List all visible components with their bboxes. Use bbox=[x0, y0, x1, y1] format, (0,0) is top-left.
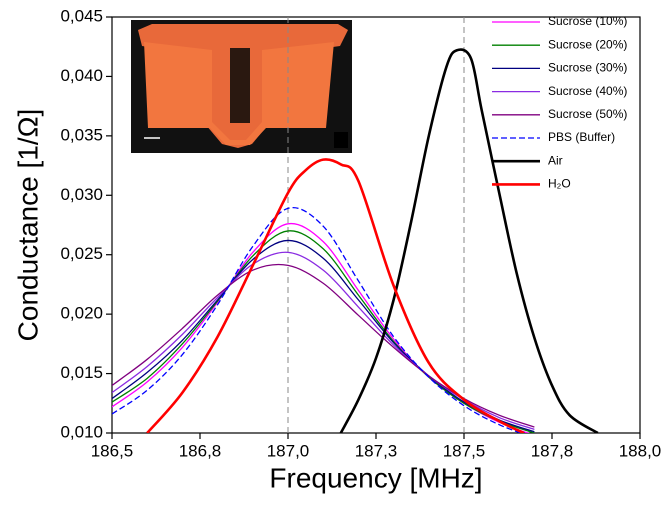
y-tick-label: 0,045 bbox=[60, 6, 103, 25]
y-tick-label: 0,025 bbox=[60, 244, 103, 263]
series-line bbox=[339, 48, 599, 433]
x-tick-label: 186,5 bbox=[91, 441, 134, 460]
x-axis-label: Frequency [MHz] bbox=[269, 462, 482, 493]
y-tick-label: 0,020 bbox=[60, 304, 103, 323]
series-group bbox=[112, 207, 523, 433]
legend-label: Air bbox=[548, 153, 563, 167]
x-tick-label: 186,8 bbox=[179, 441, 222, 460]
series-group bbox=[146, 158, 525, 433]
x-tick-label: 188,0 bbox=[619, 441, 662, 460]
series-group bbox=[112, 230, 535, 433]
series-line bbox=[112, 239, 535, 433]
series-line bbox=[112, 230, 535, 433]
x-tick-label: 187,0 bbox=[267, 441, 310, 460]
y-tick-label: 0,035 bbox=[60, 125, 103, 144]
inset-plate bbox=[144, 42, 334, 145]
series-line bbox=[112, 207, 523, 433]
y-tick-label: 0,010 bbox=[60, 422, 103, 441]
inset-photo bbox=[131, 20, 352, 153]
legend-label: PBS (Buffer) bbox=[548, 130, 615, 144]
series-group bbox=[339, 48, 599, 433]
series-group bbox=[112, 239, 535, 433]
series-line bbox=[146, 158, 525, 433]
legend-label: H₂O bbox=[548, 177, 571, 191]
legend-label: Sucrose (20%) bbox=[548, 37, 627, 51]
y-axis-label: Conductance [1/Ω] bbox=[12, 109, 43, 342]
x-tick-label: 187,3 bbox=[355, 441, 398, 460]
inset-gap bbox=[230, 48, 250, 123]
y-tick-label: 0,030 bbox=[60, 185, 103, 204]
x-tick-label: 187,8 bbox=[531, 441, 574, 460]
legend-label: Sucrose (10%) bbox=[548, 14, 627, 28]
y-tick-label: 0,015 bbox=[60, 363, 103, 382]
x-tick-label: 187,5 bbox=[443, 441, 486, 460]
legend-label: Sucrose (40%) bbox=[548, 84, 627, 98]
inset-marker bbox=[334, 132, 348, 148]
legend-label: Sucrose (50%) bbox=[548, 107, 627, 121]
legend-label: Sucrose (30%) bbox=[548, 61, 627, 75]
y-tick-label: 0,040 bbox=[60, 66, 103, 85]
